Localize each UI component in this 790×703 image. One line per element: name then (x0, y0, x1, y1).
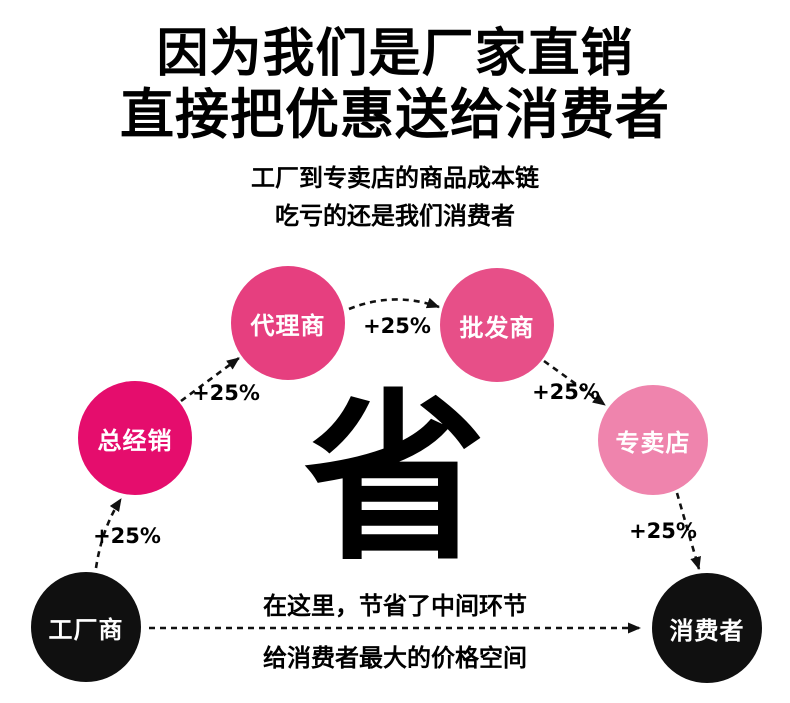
node-factory: 工厂商 (31, 572, 141, 682)
arrow-agent-to-wholesaler (348, 297, 440, 311)
node-consumer-label: 消费者 (669, 616, 745, 645)
node-general-distributor-label: 总经销 (97, 426, 173, 455)
node-wholesaler: 批发商 (440, 268, 554, 382)
node-store: 专卖店 (598, 385, 708, 495)
node-agent-label: 代理商 (250, 311, 326, 340)
node-wholesaler-label: 批发商 (459, 313, 535, 342)
node-general-distributor: 总经销 (78, 381, 192, 495)
node-consumer: 消费者 (652, 573, 762, 683)
bottom-note-line-2: 给消费者最大的价格空间 (263, 644, 527, 672)
bottom-note-line-1: 在这里，节省了中间环节 (263, 592, 527, 620)
subtitle-line-1: 工厂到专卖店的商品成本链 (251, 164, 539, 192)
increment-label-factory-general: +25% (93, 524, 161, 548)
subtitle-line-2: 吃亏的还是我们消费者 (275, 202, 515, 230)
title-line-1: 因为我们是厂家直销 (156, 24, 634, 84)
increment-label-store-consumer: +25% (629, 519, 697, 543)
node-store-label: 专卖店 (615, 428, 691, 457)
node-factory-label: 工厂商 (48, 615, 124, 644)
increment-label-agent-wholesaler: +25% (363, 314, 431, 338)
save-character: 省 (304, 373, 486, 585)
increment-label-general-agent: +25% (192, 381, 260, 405)
node-agent: 代理商 (231, 266, 345, 380)
increment-label-wholesaler-store: +25% (532, 380, 600, 404)
title-line-2: 直接把优惠送给消费者 (120, 83, 670, 146)
